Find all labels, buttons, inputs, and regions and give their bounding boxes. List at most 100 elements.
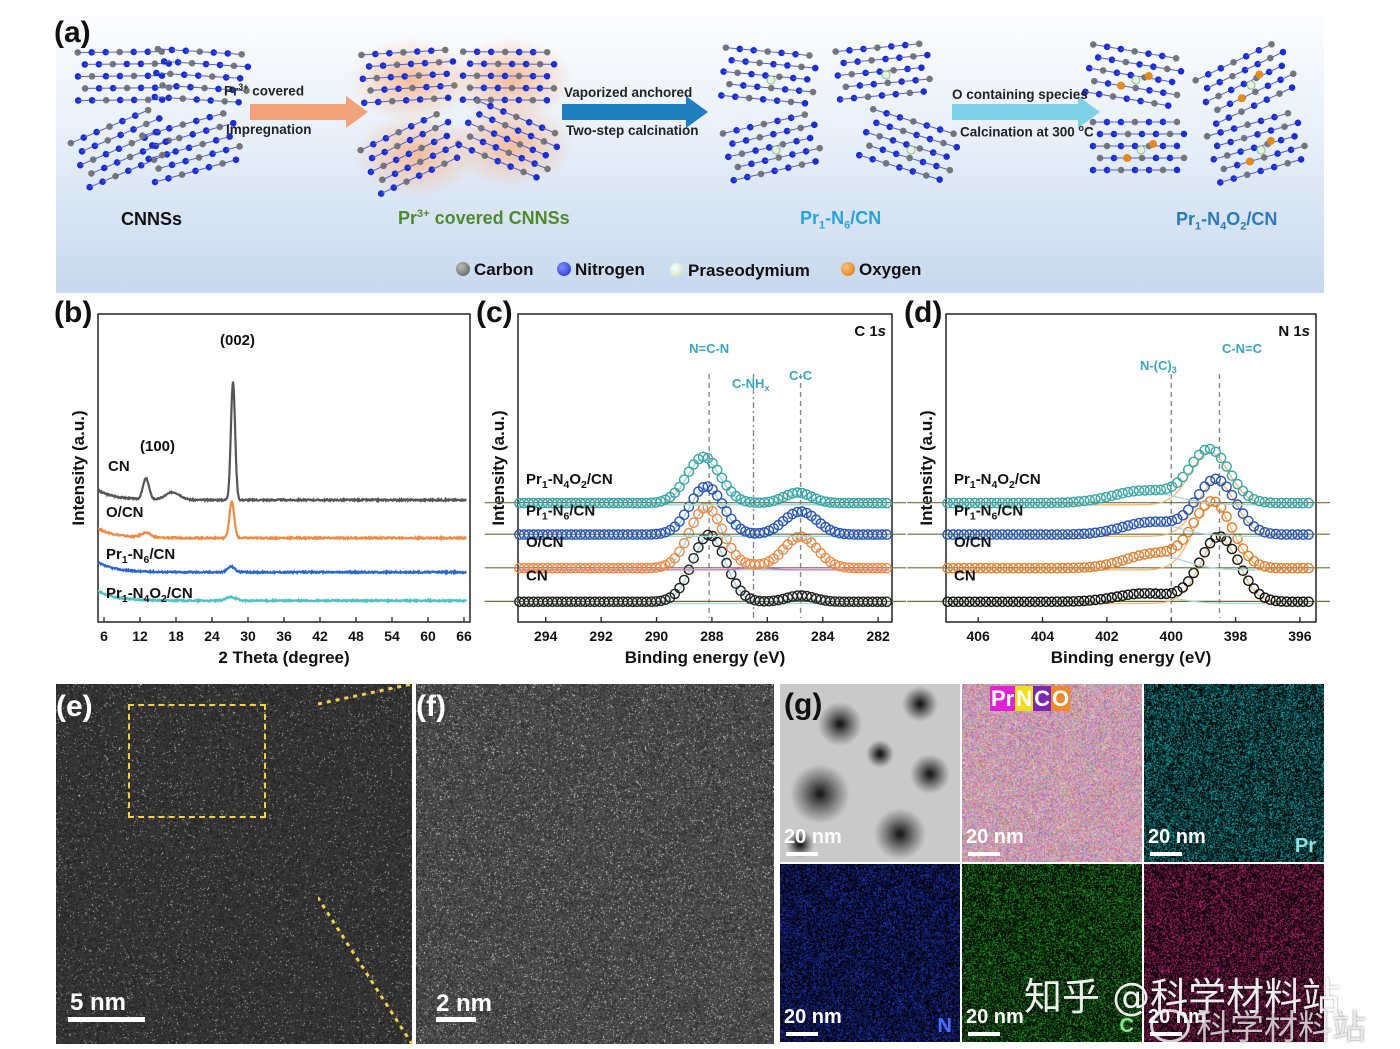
- data-point: [680, 539, 689, 548]
- peak-label-cnhx: C-NHx: [732, 376, 770, 393]
- data-point: [1227, 544, 1236, 553]
- arrow1-bottom-text: Impregnation: [226, 122, 312, 137]
- stage-label-cnnss: CNNSs: [121, 209, 182, 230]
- panel-label-e: (e): [56, 690, 93, 724]
- legend-pr1n6: Pr1-N6/CN: [526, 502, 595, 522]
- stem-image-f: 2 nm: [416, 684, 774, 1044]
- peak-label-002: (002): [220, 332, 255, 349]
- molecule-sheet: [74, 48, 172, 104]
- x-tick-label: 400: [1160, 628, 1184, 644]
- eds-tile: 20 nm N: [780, 864, 960, 1042]
- x-tick-label: 36: [276, 628, 292, 644]
- y-axis-label: Intensity (a.u.): [489, 410, 508, 525]
- eds-scale-bar: [1150, 852, 1182, 856]
- x-tick-label: 54: [384, 628, 400, 644]
- x-tick-label: 294: [534, 628, 558, 644]
- legend-cn: CN: [526, 567, 548, 584]
- legend-ocn: O/CN: [106, 504, 144, 521]
- molecule-sheet: [718, 44, 820, 107]
- eds-scale-label: 20 nm: [784, 1006, 842, 1029]
- x-tick-label: 30: [240, 628, 256, 644]
- overlay-letter: C: [1033, 686, 1051, 711]
- y-axis-label: Intensity (a.u.): [69, 410, 88, 525]
- data-point: [727, 514, 736, 523]
- y-axis-label: Intensity (a.u.): [917, 410, 936, 525]
- x-tick-label: 282: [866, 628, 890, 644]
- eds-scale-bar: [968, 852, 1000, 856]
- eds-scale-label: 20 nm: [1148, 826, 1206, 849]
- legend-praseodymium: Praseodymium: [670, 261, 810, 281]
- panel-label-g: (g): [784, 688, 822, 722]
- data-point: [1244, 551, 1253, 560]
- legend-oxygen: Oxygen: [841, 260, 921, 280]
- data-point: [1118, 556, 1127, 565]
- x-tick-label: 60: [420, 628, 436, 644]
- stage-label-pr-covered: Pr3+ covered CNNSs: [398, 208, 570, 229]
- x-tick-label: 18: [168, 628, 184, 644]
- data-point: [1195, 450, 1204, 459]
- data-point: [1238, 486, 1247, 495]
- molecule-sheet: [1203, 107, 1312, 186]
- data-point: [713, 537, 722, 546]
- x-tick-label: 406: [966, 628, 990, 644]
- plot-frame: [518, 314, 892, 622]
- molecule-sheet: [138, 108, 247, 187]
- x-axis-label: 2 Theta (degree): [218, 648, 349, 667]
- x-tick-label: 288: [700, 628, 724, 644]
- x-tick-label: 396: [1288, 628, 1312, 644]
- praseodymium-ball-icon: [670, 263, 684, 277]
- arrow3-top-text: O containing species: [952, 87, 1088, 102]
- overlay-element-legend: PrNCO: [990, 686, 1070, 712]
- legend-ocn: O/CN: [526, 534, 564, 551]
- eds-scale-label: 20 nm: [784, 826, 842, 849]
- x-axis-label: Binding energy (eV): [625, 648, 786, 667]
- arrow1-top-text: Pr3+ covered: [224, 82, 304, 99]
- x-axis-label: Binding energy (eV): [1051, 648, 1212, 667]
- x-tick-label: 286: [756, 628, 780, 644]
- weibo-watermark: 科学材料站: [1150, 1000, 1366, 1049]
- x-tick-label: 284: [811, 628, 835, 644]
- carbon-ball-icon: [456, 262, 470, 276]
- x-tick-label: 292: [589, 628, 613, 644]
- eds-scale-label: 20 nm: [966, 1006, 1024, 1029]
- molecule-sheet: [1090, 119, 1188, 174]
- plot-frame: [98, 314, 470, 622]
- chart-title: N 1s: [1278, 323, 1310, 340]
- x-tick-label: 6: [100, 628, 108, 644]
- molecule-sheet: [719, 109, 826, 184]
- weibo-icon: [1150, 1009, 1190, 1043]
- arrow2-bottom-text: Two-step calcination: [566, 123, 699, 138]
- legend-nitrogen: Nitrogen: [557, 260, 645, 280]
- data-point: [1233, 555, 1242, 564]
- eds-scale-label: 20 nm: [966, 826, 1024, 849]
- data-point: [722, 481, 731, 490]
- oxygen-ball-icon: [841, 262, 855, 276]
- eds-element-label: N: [938, 1015, 952, 1038]
- arrow3-bottom-text: Calcination at 300 oC: [960, 123, 1094, 140]
- legend-cn: CN: [108, 458, 130, 475]
- peak-label-cc: C-C: [789, 368, 813, 383]
- legend-pr1n4o2: Pr1-N4O2/CN: [106, 585, 193, 605]
- molecule-sheet: [67, 103, 178, 191]
- legend-cn: CN: [954, 567, 976, 584]
- data-point: [1124, 554, 1133, 563]
- eds-scale-bar: [786, 852, 818, 856]
- plot-frame: [946, 314, 1316, 622]
- data-point: [727, 570, 736, 579]
- overlay-letter: N: [1015, 686, 1033, 711]
- xrd-series-line: [98, 502, 466, 539]
- eds-tile: PrNCO 20 nm: [962, 684, 1142, 862]
- data-point: [1244, 516, 1253, 525]
- panel-label-a: (a): [54, 16, 91, 50]
- x-tick-label: 42: [312, 628, 328, 644]
- peak-label-nc3: N-(C)3: [1140, 358, 1177, 375]
- scheme-illustration: [56, 0, 1324, 293]
- x-tick-label: 66: [456, 628, 472, 644]
- legend-pr1n4o2: Pr1-N4O2/CN: [526, 471, 613, 491]
- data-point: [1162, 547, 1171, 556]
- overlay-letter: O: [1051, 686, 1070, 711]
- legend-ocn: O/CN: [954, 534, 992, 551]
